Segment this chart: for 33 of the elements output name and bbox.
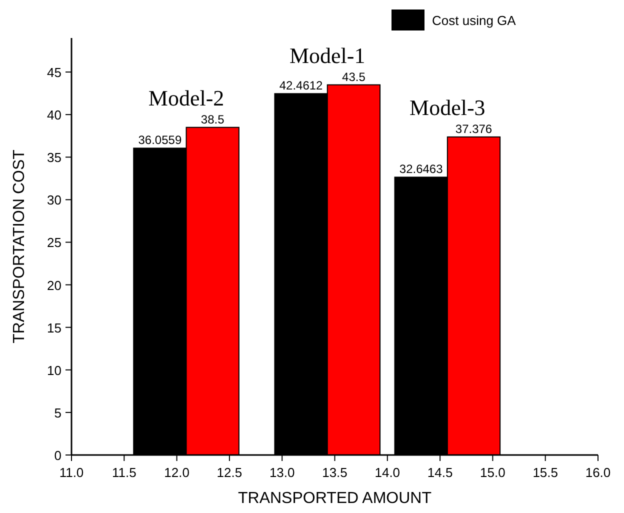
data-label: 32.6463 [399, 162, 444, 176]
annotation: Model-1 [289, 42, 366, 68]
y-tick-label: 25 [47, 235, 62, 250]
x-tick-label: 15.5 [532, 465, 558, 480]
x-tick-label: 15.0 [480, 465, 506, 480]
x-axis-title: TRANSPORTED AMOUNT [238, 490, 432, 507]
y-tick-label: 0 [54, 448, 62, 463]
y-tick-label: 5 [54, 405, 62, 420]
annotation: Model-2 [148, 85, 224, 110]
x-tick-label: 14.0 [374, 465, 400, 480]
data-label: 36.0559 [138, 133, 182, 148]
y-tick-label: 45 [47, 65, 62, 80]
x-tick-label: 11.5 [112, 465, 136, 480]
x-tick-label: 16.0 [585, 465, 611, 480]
data-label: 38.5 [200, 112, 225, 126]
x-tick-label: 13.5 [322, 465, 348, 480]
y-axis-title: TRANSPORTATION COST [11, 149, 28, 344]
x-tick-label: 14.5 [427, 465, 453, 480]
x-tick-label: 11.0 [59, 465, 84, 480]
y-tick-label: 10 [47, 362, 62, 378]
x-tick-label: 12.0 [164, 465, 190, 480]
y-tick-label: 20 [47, 278, 62, 293]
y-tick-label: 30 [47, 192, 62, 208]
x-tick-label: 12.5 [216, 465, 242, 480]
legend-label: Cost using GA [432, 13, 516, 28]
x-tick-label: 13.0 [269, 465, 295, 480]
y-tick-label: 35 [47, 150, 62, 166]
data-label: 43.5 [342, 70, 366, 84]
data-label: 42.4612 [279, 78, 324, 93]
y-tick-label: 40 [47, 108, 62, 123]
annotation: Model-3 [410, 94, 486, 120]
y-tick-label: 15 [47, 320, 62, 336]
data-label: 37.376 [455, 122, 492, 136]
